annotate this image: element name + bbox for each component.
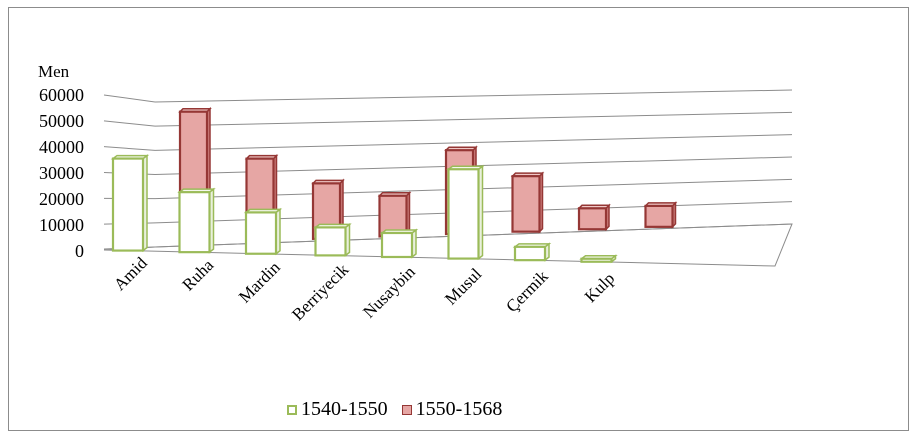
- bar-series-1: [178, 191, 211, 254]
- x-tick-label: Berriyecik: [288, 260, 353, 325]
- bar-series-1: [447, 168, 480, 260]
- bar-series-1: [513, 245, 547, 262]
- y-tick-label: 10000: [39, 215, 84, 235]
- legend-item-series-1: 1540-1550: [287, 398, 388, 421]
- y-tick-label: 50000: [39, 111, 84, 131]
- y-tick-label: 40000: [39, 137, 84, 157]
- x-tick-label: Musul: [441, 264, 485, 308]
- gridline-side: [103, 120, 156, 127]
- legend-label-series-1: 1540-1550: [301, 398, 388, 420]
- bar-series-1: [314, 226, 347, 257]
- gridline-side: [103, 146, 156, 151]
- legend-label-series-2: 1550-1568: [415, 398, 503, 420]
- gridline-side: [103, 94, 156, 103]
- y-axis-label: Men: [38, 62, 70, 81]
- x-tick-label: Çermik: [502, 266, 552, 316]
- bar-series-1: [380, 231, 414, 259]
- y-tick-label: 30000: [39, 163, 84, 183]
- legend-swatch-series-2: [401, 404, 412, 415]
- y-tick-label: 20000: [39, 189, 84, 209]
- x-tick-label: Kulp: [581, 269, 618, 306]
- x-tick-label: Ruha: [179, 255, 218, 294]
- legend: 1540-1550 1550-1568: [287, 398, 516, 421]
- y-tick-label: 0: [75, 241, 84, 261]
- y-tick-label: 60000: [39, 85, 84, 105]
- bar-series-2: [644, 204, 674, 228]
- bar-series-1: [244, 211, 278, 255]
- gridline: [154, 111, 793, 127]
- x-tick-label: Mardin: [235, 257, 284, 306]
- legend-item-series-2: 1550-1568: [401, 398, 503, 421]
- bar-series-1: [580, 257, 613, 263]
- legend-swatch-series-1: [287, 404, 297, 415]
- x-tick-label: Nusaybin: [359, 262, 419, 322]
- bar-series-1: [111, 157, 145, 252]
- gridline: [154, 89, 793, 103]
- gridline: [154, 134, 793, 151]
- bar-series-2: [577, 207, 608, 231]
- x-tick-label: Amid: [110, 253, 151, 294]
- bar-series-2: [511, 175, 541, 233]
